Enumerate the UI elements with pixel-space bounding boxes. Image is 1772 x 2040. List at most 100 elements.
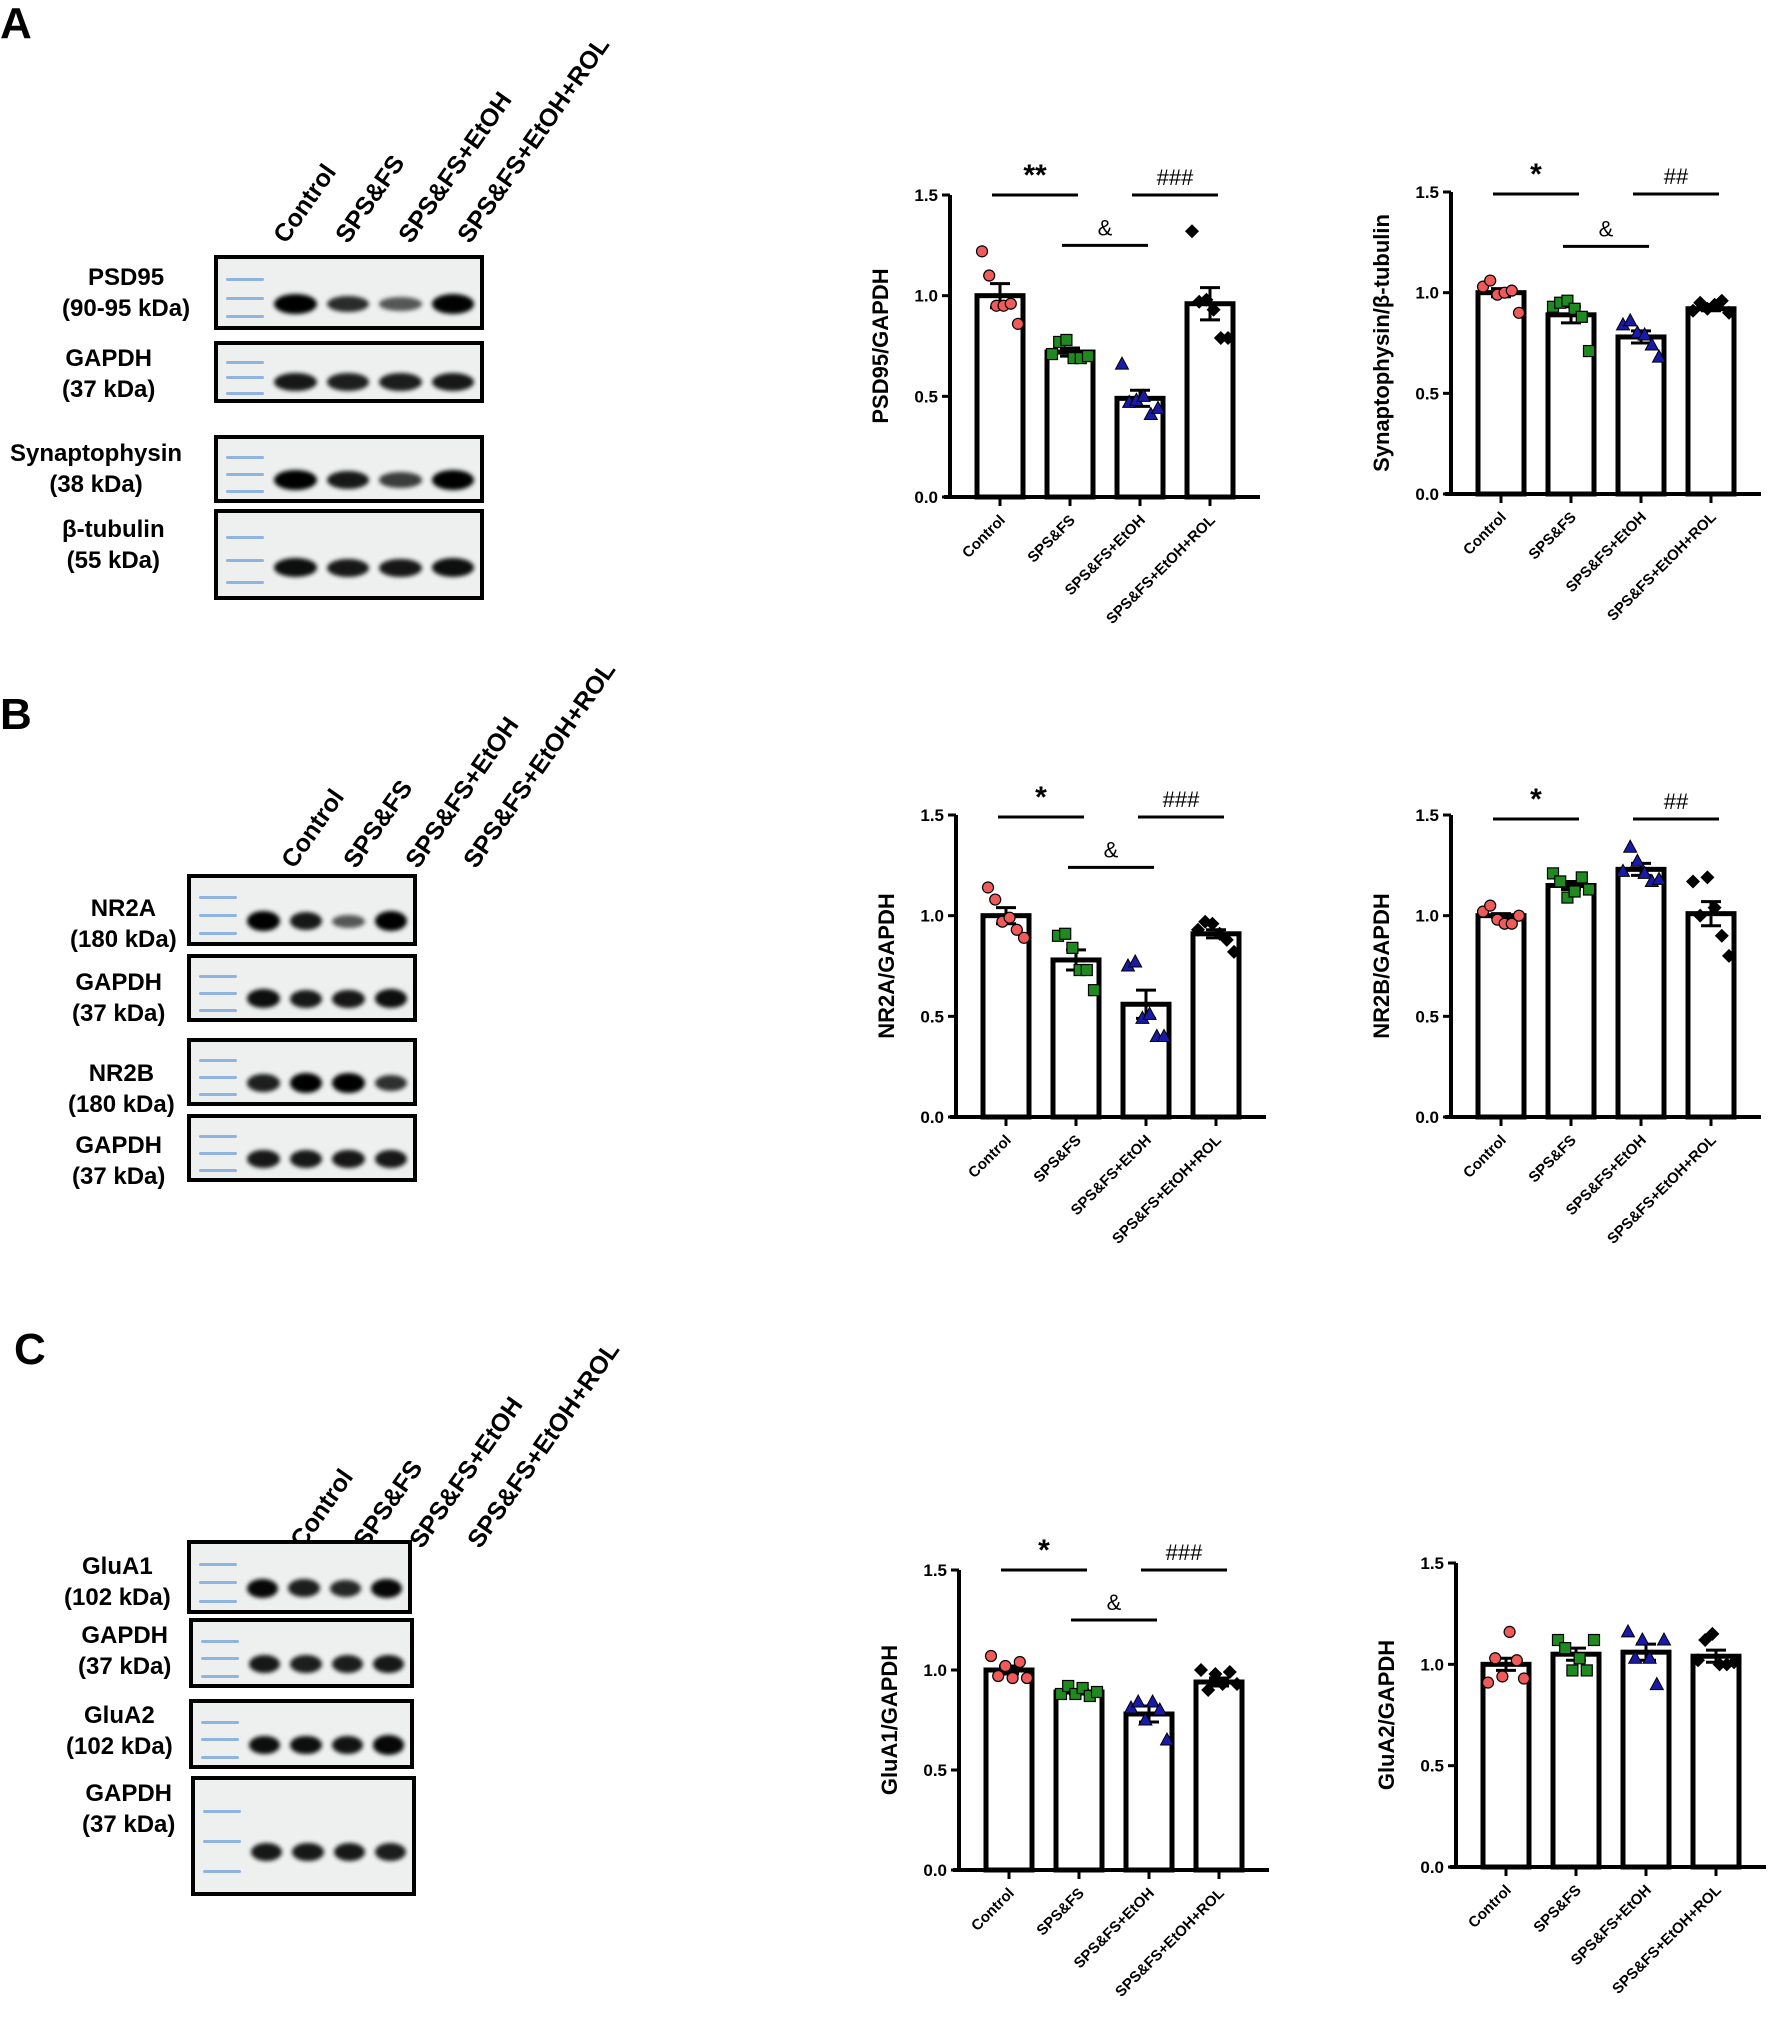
x-tick-label: SPS&FS — [1033, 1885, 1087, 1939]
western-blot-image — [189, 1618, 414, 1688]
western-blot-image — [189, 1699, 414, 1769]
protein-band — [326, 470, 369, 489]
data-point-circle — [1004, 297, 1017, 310]
data-point-triangle — [1651, 871, 1667, 885]
data-point-diamond — [1199, 292, 1214, 307]
bar — [983, 1667, 1035, 1873]
data-point-triangle — [1649, 1676, 1665, 1691]
data-point-square — [1045, 347, 1059, 361]
y-tick-label: 0.5 — [1420, 1757, 1444, 1776]
data-point-circle — [1010, 923, 1023, 936]
bar-chart: 0.0 0.5 1.0 1.5 Synaptophysin/β-tubulin Contr… — [1369, 158, 1761, 625]
ladder-marker — [201, 1657, 239, 1660]
protein-band — [374, 1843, 406, 1861]
protein-band — [289, 989, 322, 1008]
data-point-triangle — [1152, 1701, 1168, 1716]
blot-protein-name: NR2A — [90, 895, 157, 922]
ladder-marker — [203, 1840, 241, 1843]
y-axis-label: NR2A/GAPDH — [874, 893, 899, 1038]
data-point-triangle — [1651, 349, 1667, 363]
ladder-marker — [226, 473, 264, 476]
data-point-circle — [1489, 1652, 1502, 1665]
ladder-marker — [199, 1152, 237, 1155]
data-point-triangle — [1150, 400, 1166, 414]
protein-band — [374, 1074, 407, 1091]
bar — [1620, 1649, 1672, 1870]
protein-band — [289, 1072, 322, 1093]
data-point-triangle — [1114, 356, 1130, 370]
bar — [1545, 312, 1597, 497]
data-point-triangle — [1630, 853, 1645, 867]
lane-label: Control — [268, 159, 342, 249]
blot-protein-name: Synaptophysin — [10, 440, 183, 467]
significance-marker: * — [1038, 1534, 1050, 1567]
blot-label: GAPDH (37 kDa) — [72, 1130, 165, 1192]
x-tick-label: Control — [965, 1132, 1015, 1182]
protein-band — [372, 1654, 404, 1674]
protein-band — [289, 912, 322, 931]
protein-band — [374, 911, 407, 932]
y-tick-label: 0.5 — [914, 387, 938, 406]
bar — [1475, 913, 1527, 1120]
data-point-square — [1546, 867, 1560, 880]
bar — [1050, 957, 1102, 1120]
data-point-circle — [1484, 899, 1497, 912]
ladder-marker — [226, 456, 264, 459]
data-point-diamond — [1191, 922, 1205, 937]
y-tick-label: 1.0 — [1415, 284, 1439, 303]
significance-marker: * — [1035, 781, 1047, 814]
blot-kda: (102 kDa) — [66, 1733, 173, 1760]
ladder-marker — [226, 277, 264, 281]
protein-band — [332, 1072, 365, 1093]
y-tick-label: 1.0 — [914, 287, 938, 306]
ladder-marker — [226, 376, 264, 379]
ladder-marker — [226, 558, 264, 562]
y-tick-label: 0.0 — [914, 488, 938, 507]
ladder-marker — [201, 1755, 239, 1759]
x-tick-label: SPS&FS — [1525, 509, 1579, 563]
blot-protein-name: GAPDH — [65, 345, 153, 372]
data-point-triangle — [1620, 1623, 1636, 1638]
blot-protein-name: GAPDH — [85, 1780, 173, 1807]
data-point-diamond — [1227, 944, 1241, 959]
protein-band — [247, 1149, 280, 1168]
data-point-square — [1554, 875, 1567, 888]
data-point-circle — [1017, 931, 1031, 944]
data-point-square — [1066, 941, 1079, 954]
bar — [1184, 301, 1236, 500]
data-point-diamond — [1722, 948, 1736, 963]
data-point-triangle — [1159, 1731, 1175, 1746]
data-point-diamond — [1222, 1665, 1237, 1679]
data-point-square — [1573, 1652, 1586, 1665]
data-point-triangle — [1138, 1711, 1153, 1726]
blot-kda: (38 kDa) — [49, 471, 143, 498]
ladder-marker — [226, 490, 264, 493]
western-blot-image — [214, 435, 484, 503]
ladder-marker — [201, 1738, 239, 1741]
data-point-triangle — [1136, 388, 1151, 402]
data-point-diamond — [1714, 928, 1729, 943]
blot-label: NR2A (180 kDa) — [70, 893, 177, 955]
protein-band — [288, 1579, 320, 1598]
protein-band — [247, 911, 280, 932]
blot-kda: (37 kDa) — [62, 376, 156, 403]
data-point-square — [1054, 1687, 1068, 1701]
data-point-diamond — [1691, 1653, 1705, 1668]
protein-band — [289, 1149, 322, 1168]
y-tick-label: 1.5 — [1415, 806, 1439, 825]
western-blot-image — [214, 509, 484, 600]
bar — [1690, 1653, 1742, 1870]
data-point-circle — [992, 1669, 1005, 1683]
protein-band — [332, 914, 365, 928]
bar — [1545, 882, 1597, 1120]
data-point-diamond — [1700, 301, 1715, 316]
blot-kda: (102 kDa) — [64, 1584, 171, 1611]
data-point-circle — [1496, 1670, 1509, 1683]
data-point-diamond — [1712, 1657, 1727, 1672]
western-blot-image — [187, 1114, 417, 1182]
blot-label: GluA2 (102 kDa) — [66, 1700, 173, 1762]
data-point-diamond — [1194, 1663, 1208, 1677]
bar — [1193, 1679, 1245, 1873]
data-point-triangle — [1637, 326, 1652, 341]
data-point-circle — [999, 1659, 1012, 1673]
